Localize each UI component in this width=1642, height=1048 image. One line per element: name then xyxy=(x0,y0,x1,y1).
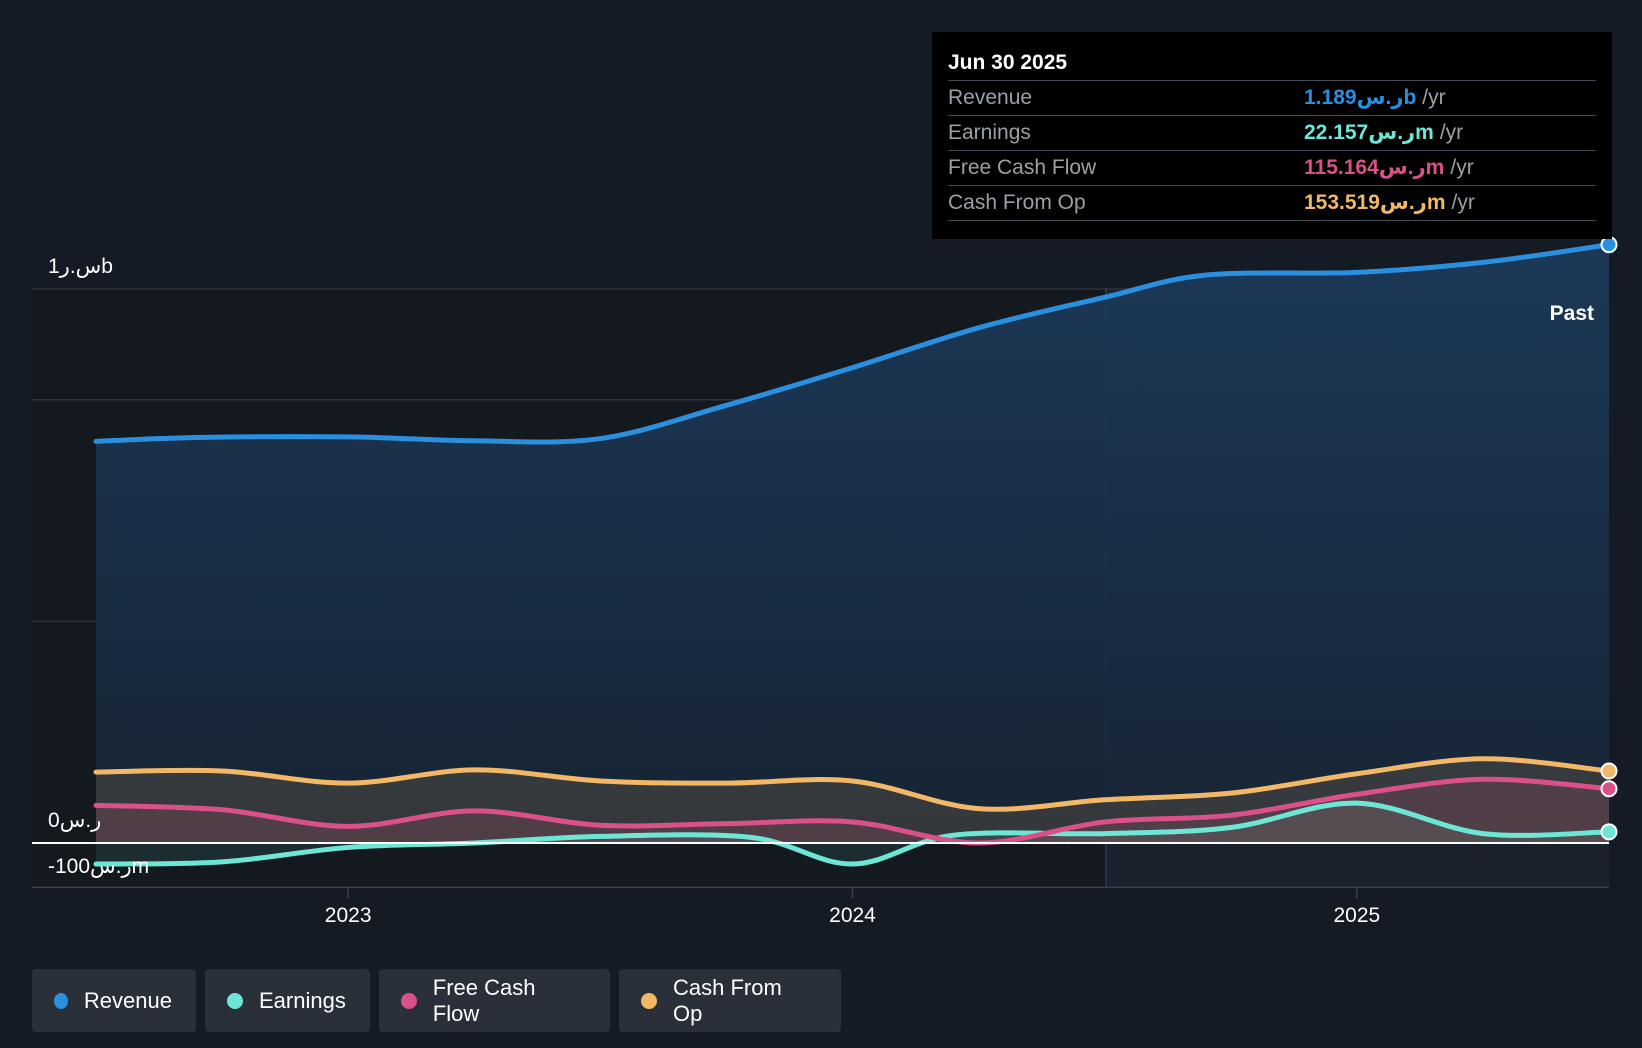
tooltip-unit: /yr xyxy=(1422,86,1446,109)
tooltip-label: Cash From Op xyxy=(948,191,1086,214)
cash-from-op-area xyxy=(96,758,1609,843)
tooltip-row-earnings: Earnings 22.157ر.سm /yr xyxy=(948,116,1596,151)
cash-from-op-line xyxy=(93,756,1612,812)
tooltip-row-revenue: Revenue 1.189ر.سb /yr xyxy=(948,81,1596,116)
legend-item-earnings[interactable]: Earnings xyxy=(205,969,370,1032)
tooltip-unit: /yr xyxy=(1450,156,1474,179)
legend-label: Revenue xyxy=(83,987,172,1013)
legend-label: Cash From Op xyxy=(672,974,782,1026)
revenue-end-marker xyxy=(1600,236,1618,254)
earnings-end-marker xyxy=(1600,823,1618,841)
legend-item-cash-from-op[interactable]: Cash From Op xyxy=(619,969,841,1032)
tooltip-panel: Jun 30 2025 Revenue 1.189ر.سb /yr Earnin… xyxy=(932,32,1612,239)
chart-legend: Revenue Earnings Free Cash Flow Cash Fro… xyxy=(32,969,841,1032)
legend-item-revenue[interactable]: Revenue xyxy=(32,969,196,1032)
x-tick-label: 2024 xyxy=(829,904,876,927)
tooltip-label: Revenue xyxy=(948,86,1033,109)
x-tick-label: 2023 xyxy=(325,904,372,927)
revenue-dot-icon xyxy=(54,992,68,1009)
tooltip-value: 153.519ر.سm xyxy=(1304,191,1446,214)
tooltip-unit: /yr xyxy=(1451,191,1475,214)
free-cash-flow-line xyxy=(93,776,1612,846)
free-cash-flow-end-marker xyxy=(1600,780,1618,798)
earnings-line xyxy=(93,800,1612,867)
x-tick-label: 2025 xyxy=(1333,904,1380,927)
tooltip-value: 22.157ر.سm xyxy=(1304,121,1434,144)
revenue-area xyxy=(96,244,1609,843)
tooltip-label: Free Cash Flow xyxy=(948,156,1097,179)
tooltip-date: Jun 30 2025 xyxy=(948,46,1596,81)
earnings-dot-icon xyxy=(227,992,243,1009)
tooltip-value: 115.164ر.سm xyxy=(1304,156,1445,179)
revenue-line xyxy=(93,242,1612,445)
legend-label: Earnings xyxy=(259,987,346,1013)
cash-from-op-end-marker xyxy=(1600,762,1618,780)
y-axis-label: -100ر.سm xyxy=(48,855,149,878)
cash-from-op-dot-icon xyxy=(641,992,657,1009)
y-axis-label: 0ر.س xyxy=(48,809,101,832)
tooltip-label: Earnings xyxy=(948,121,1031,144)
free-cash-flow-dot-icon xyxy=(401,992,417,1009)
legend-label: Free Cash Flow xyxy=(432,974,536,1026)
tooltip-row-free-cash-flow: Free Cash Flow 115.164ر.سm /yr xyxy=(948,151,1596,186)
legend-item-free-cash-flow[interactable]: Free Cash Flow xyxy=(379,969,610,1032)
past-label: Past xyxy=(1550,302,1594,325)
tooltip-row-cash-from-op: Cash From Op 153.519ر.سm /yr xyxy=(948,186,1596,221)
y-axis-label: 1ر.سb xyxy=(48,255,113,278)
tooltip-unit: /yr xyxy=(1439,121,1464,144)
tooltip-value: 1.189ر.سb xyxy=(1304,86,1417,109)
